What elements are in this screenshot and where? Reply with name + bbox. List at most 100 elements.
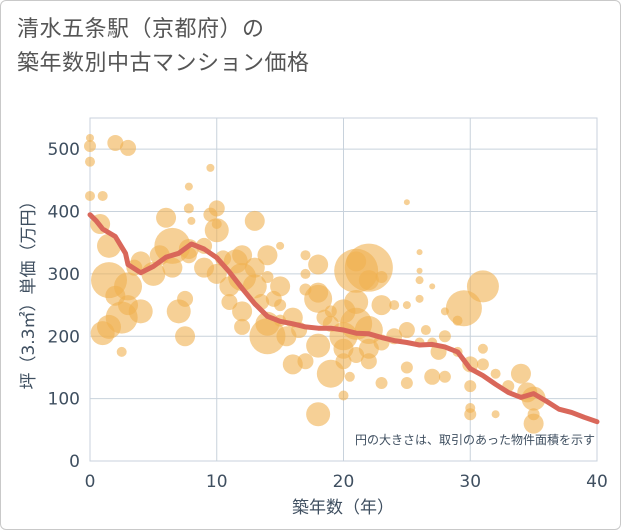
x-tick-label: 0	[85, 472, 96, 492]
data-bubble	[400, 377, 413, 390]
data-bubble	[85, 156, 95, 167]
data-bubble	[490, 368, 501, 379]
data-bubble	[402, 301, 411, 310]
data-bubble	[491, 410, 500, 419]
data-bubble	[206, 263, 227, 284]
data-bubble	[270, 276, 291, 297]
data-bubble	[466, 270, 499, 303]
data-bubble	[375, 377, 388, 390]
data-bubble	[416, 267, 423, 274]
data-bubble	[261, 271, 274, 284]
data-bubble	[85, 190, 95, 201]
data-bubble	[114, 272, 143, 301]
data-bubble	[308, 254, 329, 275]
y-tick-label: 400	[48, 203, 80, 223]
data-bubble	[304, 284, 333, 313]
y-tick-label: 300	[48, 265, 80, 285]
chart-title: 清水五条駅（京都府）の 築年数別中古マンション価格	[17, 13, 310, 81]
data-bubble	[523, 413, 544, 434]
data-bubble	[84, 140, 96, 153]
data-bubble	[429, 283, 436, 290]
data-bubble	[242, 274, 267, 299]
data-bubble	[184, 182, 193, 191]
data-bubble	[120, 139, 137, 156]
data-bubble	[297, 353, 314, 370]
chart-title-line1: 清水五条駅（京都府）の	[17, 17, 265, 42]
data-bubble	[211, 219, 222, 230]
data-bubble	[116, 346, 127, 357]
data-bubble	[300, 268, 311, 279]
x-tick-labels: 0 10 20 30 40	[85, 472, 608, 492]
data-bubble	[244, 210, 265, 231]
data-bubble	[276, 241, 285, 250]
data-bubble	[477, 343, 488, 354]
data-bubble	[128, 299, 153, 324]
data-bubble	[375, 271, 388, 284]
data-bubble	[206, 163, 215, 172]
data-bubble	[521, 386, 546, 411]
trend-line	[87, 212, 600, 425]
x-tick-label: 20	[333, 472, 355, 492]
data-bubble	[244, 257, 265, 278]
data-bubble	[360, 353, 377, 370]
size-annotation: 円の大きさは、取引のあった物件面積を示す	[355, 432, 595, 447]
data-bubble	[371, 295, 392, 316]
data-bubble	[107, 134, 124, 151]
y-tick-label: 200	[48, 327, 80, 347]
data-bubble	[90, 321, 115, 346]
data-bubble	[232, 245, 253, 266]
data-bubble	[306, 333, 331, 358]
data-bubble	[344, 371, 355, 382]
x-tick-label: 40	[586, 472, 608, 492]
data-bubble	[232, 301, 253, 322]
data-bubble	[156, 207, 177, 228]
data-bubble	[204, 218, 229, 243]
data-bubble	[306, 402, 331, 427]
data-bubble	[415, 294, 424, 303]
data-bubble	[416, 249, 423, 256]
data-bubble	[249, 318, 286, 355]
data-bubble	[398, 322, 415, 339]
data-bubble	[358, 270, 379, 291]
data-bubble	[338, 390, 349, 401]
bubble-series	[84, 133, 546, 434]
data-bubble	[403, 199, 410, 206]
data-bubble	[464, 380, 477, 393]
data-bubble	[445, 290, 482, 327]
y-tick-label: 0	[69, 452, 80, 472]
x-tick-label: 10	[206, 472, 228, 492]
data-bubble	[420, 325, 431, 336]
y-tick-label: 100	[48, 390, 80, 410]
data-bubble	[424, 368, 441, 385]
data-bubble	[274, 299, 287, 312]
data-bubble	[400, 361, 413, 374]
y-axis-label: 坪（3.3㎡）単価（万円）	[19, 192, 39, 389]
y-tick-label: 500	[48, 140, 80, 160]
data-bubble	[187, 216, 196, 225]
data-bubble	[86, 133, 94, 142]
y-tick-labels: 0 100 200 300 400 500	[48, 140, 80, 472]
x-axis-label: 築年数（年）	[292, 498, 394, 518]
data-bubble	[177, 290, 194, 307]
data-bubble	[234, 318, 251, 335]
data-bubble	[438, 330, 451, 343]
data-bubble	[300, 250, 311, 261]
data-bubble	[389, 300, 400, 311]
chart-title-line2: 築年数別中古マンション価格	[17, 51, 310, 76]
data-bubble	[221, 293, 238, 310]
data-bubble	[175, 326, 196, 347]
data-bubble	[415, 276, 424, 285]
data-bubble	[335, 353, 352, 370]
data-bubble	[464, 408, 477, 421]
data-bubble	[438, 370, 451, 383]
x-tick-label: 30	[459, 472, 481, 492]
data-bubble	[510, 363, 531, 384]
data-bubble	[476, 358, 489, 371]
data-bubble	[97, 190, 108, 201]
data-bubble	[183, 203, 194, 214]
data-bubble	[208, 200, 225, 217]
data-bubble	[344, 289, 369, 314]
data-bubble	[257, 245, 278, 266]
